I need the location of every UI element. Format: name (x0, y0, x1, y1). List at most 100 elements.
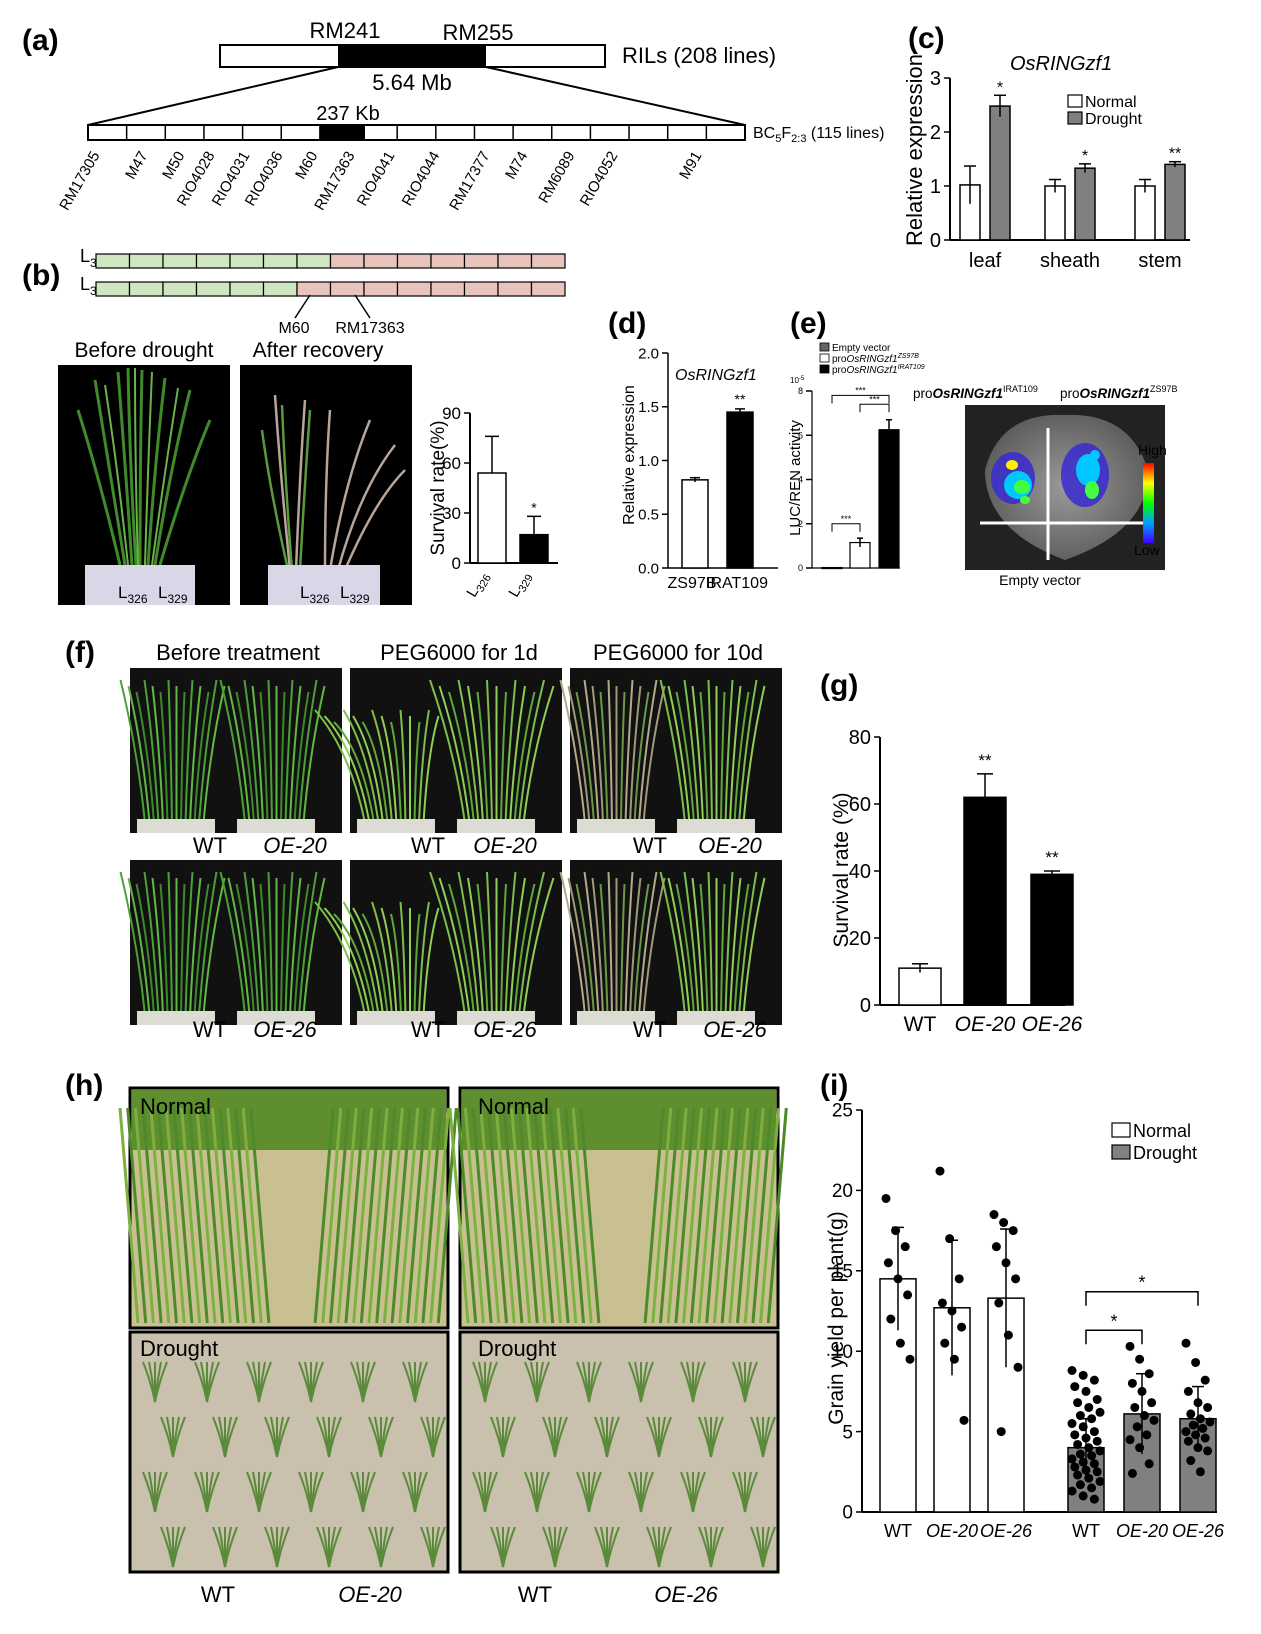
e-y-tick-label: 2 (798, 519, 803, 529)
i-data-point (937, 1298, 947, 1308)
panel-a: (a) RM241 RM255 RILs (208 lines) 5.64 Mb… (22, 18, 884, 213)
h-plant (463, 1107, 485, 1324)
i-data-point (1193, 1398, 1203, 1408)
photo-before-drought: L326 L329 (58, 365, 230, 606)
f-plant-leaf (293, 691, 310, 824)
f-plant-leaf (159, 691, 169, 824)
zoom-line-left (87, 66, 339, 126)
f-plant-leaf (119, 679, 146, 824)
h-drought-plant (258, 1471, 272, 1513)
i-data-point (1095, 1476, 1105, 1486)
rils-population-label: RILs (208 lines) (622, 43, 776, 68)
photo-title-before-drought: Before drought (75, 339, 214, 362)
f-plant-leaf (413, 913, 421, 1016)
h-plant (728, 1107, 750, 1324)
f-plant-leaf (284, 871, 294, 1016)
f-plant-leaf (683, 871, 700, 1016)
f-plant-leaf (659, 679, 686, 824)
h-drought-plant (206, 1471, 220, 1513)
h-plant (682, 1107, 704, 1324)
i-data-point (1013, 1362, 1023, 1372)
i-data-point (1001, 1258, 1011, 1268)
h-plant (367, 1107, 389, 1324)
fine-population-label: BC5F2:3 (115 lines) (753, 125, 884, 145)
i-x-tick-label: WT (1072, 1521, 1100, 1541)
i-data-point (1092, 1394, 1102, 1404)
luc-signal-left (991, 452, 1035, 504)
h-drought-plant (432, 1416, 446, 1458)
i-x-tick-label: OE-26 (1172, 1521, 1225, 1541)
h-plant (344, 1107, 366, 1324)
f-plant-leaf (448, 691, 475, 824)
f-row2-wt-1: WT (193, 1017, 227, 1042)
e-legend-swatch (819, 342, 830, 352)
c-legend-swatch (1067, 94, 1083, 108)
h-plant (429, 1107, 451, 1324)
f-plant-leaf (135, 883, 155, 1016)
f-pot (677, 1011, 755, 1025)
g-y-tick-label: 20 (849, 928, 871, 950)
i-y-tick-label: 20 (832, 1181, 853, 1202)
f-plant-leaf (418, 709, 430, 824)
i-y-tick-label: 5 (842, 1422, 853, 1443)
f-plant-leaf (476, 883, 489, 1016)
h-drought-plant (172, 1526, 186, 1568)
genotype-segment (162, 281, 198, 297)
f-plant-leaf (633, 883, 650, 1016)
luc-scale-low: Low (1134, 542, 1161, 558)
i-data-point (1195, 1467, 1205, 1477)
f-plant-leaf (422, 715, 440, 824)
i-data-point (1087, 1414, 1097, 1424)
f-plant-leaf (219, 679, 246, 824)
g-bar (898, 967, 942, 1006)
f-plant-leaf (707, 871, 713, 1016)
i-data-point (949, 1354, 959, 1364)
f-plant-leaf (167, 679, 173, 824)
f-plant-leaf (729, 685, 742, 824)
fine-map-marker-label: RIO4041 (354, 149, 399, 210)
f-row1-oe-1: OE-20 (263, 833, 327, 858)
h-plant (187, 1107, 209, 1324)
i-y-axis-label: Grain yield per plant(g) (825, 1211, 848, 1425)
i-data-point (1181, 1427, 1191, 1437)
i-data-point (1181, 1338, 1191, 1348)
f-plant-leaf (184, 871, 194, 1016)
i-data-point (886, 1314, 896, 1324)
i-data-point (1073, 1470, 1083, 1480)
f-plant-leaf (720, 883, 726, 1016)
f-plant-leaf (607, 679, 613, 824)
i-data-point (905, 1354, 915, 1364)
f-plant-leaf (429, 679, 466, 824)
g-y-axis-label: Survival rate (%) (830, 792, 853, 947)
c-title: OsRINGzf1 (1010, 53, 1112, 75)
f-plant-leaf (504, 871, 517, 1016)
pot-label-l326: L326 (118, 583, 148, 606)
genotype-segment (396, 281, 432, 297)
h-drought-plant (588, 1361, 602, 1403)
luc-scale-high: High (1138, 442, 1167, 458)
panel-label-f: (f) (65, 636, 95, 669)
f-plant-leaf (638, 679, 658, 824)
genotype-segment (229, 281, 265, 297)
f-plant-leaf (476, 691, 489, 824)
f-plant-leaf (399, 709, 407, 824)
f-plant-leaf (629, 685, 642, 824)
f-plant-leaf (227, 685, 251, 824)
b-bar (519, 533, 549, 564)
f-row2-oe-3: OE-26 (703, 1017, 767, 1042)
fine-map-marker-label: M50 (159, 149, 188, 183)
i-bar (933, 1307, 971, 1513)
f-plant-leaf (399, 901, 407, 1016)
e-significance-label: *** (855, 385, 866, 395)
f-plant-leaf (361, 721, 389, 824)
genotype-segment (530, 281, 566, 297)
h-plant (149, 1107, 171, 1324)
e-y-tick-label: 0 (798, 563, 803, 573)
f-plant-leaf (583, 871, 600, 1016)
h-plant (517, 1107, 539, 1324)
b-significance: * (531, 499, 537, 515)
genotype-segment (95, 253, 131, 269)
f-plant-leaf (390, 721, 402, 824)
f-plant-leaf (699, 691, 709, 824)
